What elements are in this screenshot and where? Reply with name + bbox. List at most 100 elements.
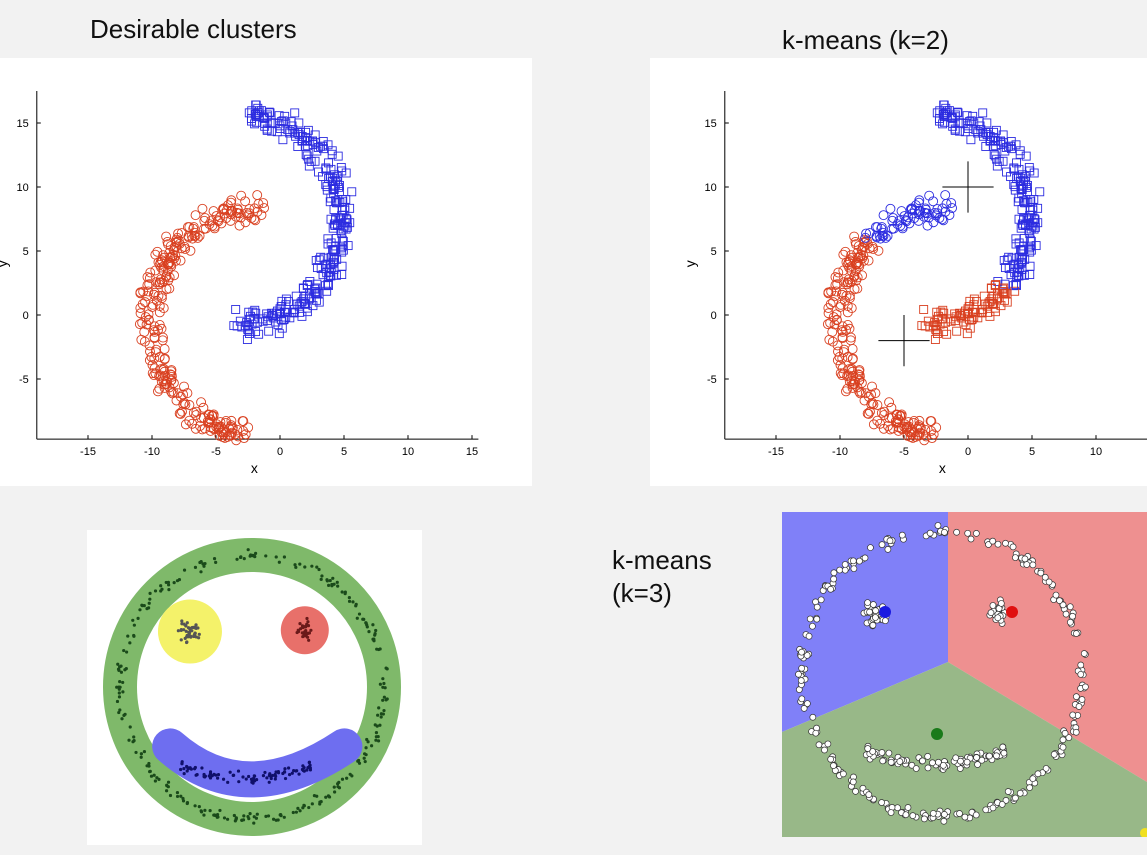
ring-point — [117, 687, 121, 691]
blue-square-marker — [326, 238, 336, 248]
ring-point — [381, 698, 385, 702]
mouth-point — [185, 764, 189, 769]
ring-point — [271, 817, 276, 821]
ring-point — [381, 685, 385, 689]
red-circle-marker — [159, 344, 170, 354]
blue-circle-marker — [907, 208, 918, 219]
red-circle-marker — [823, 308, 834, 319]
ring-point — [377, 647, 381, 652]
blue-square-marker — [1022, 182, 1031, 192]
left-eye-point — [196, 626, 200, 630]
red-circle-marker — [215, 417, 226, 428]
blue-square-marker — [939, 100, 949, 110]
blue-square-marker — [1012, 158, 1021, 168]
data-point — [866, 608, 873, 616]
red-circle-marker — [851, 265, 861, 276]
data-point — [884, 546, 892, 553]
ring-point — [377, 706, 381, 710]
red-square-marker — [933, 314, 943, 324]
ring-point — [294, 565, 298, 569]
blue-square-marker — [1015, 149, 1025, 159]
blue-square-marker — [345, 203, 355, 213]
red-circle-marker — [843, 277, 853, 288]
data-point — [994, 540, 1002, 548]
blue-square-marker — [1019, 233, 1029, 243]
blue-square-marker — [1004, 252, 1014, 262]
ring-point — [127, 738, 131, 742]
data-point — [1021, 555, 1029, 563]
x-tick-label: 10 — [1090, 446, 1102, 458]
red-square-marker — [967, 315, 977, 325]
blue-square-marker — [331, 245, 341, 255]
blue-square-marker — [1033, 203, 1043, 213]
x-axis-label: x — [251, 460, 258, 476]
red-circle-marker — [189, 227, 200, 238]
right-eye-point — [298, 622, 302, 626]
ring-point — [337, 786, 342, 790]
red-circle-marker — [828, 297, 839, 308]
blue-square-marker — [1019, 214, 1029, 224]
red-circle-marker — [199, 215, 210, 226]
mouth-point — [208, 776, 213, 780]
ring-point — [340, 777, 345, 781]
ring-point — [320, 574, 324, 578]
red-circle-marker — [219, 208, 230, 219]
data-point — [957, 757, 964, 765]
red-circle-marker — [220, 418, 231, 428]
blue-square-marker — [278, 135, 288, 145]
blue-square-marker — [244, 307, 254, 317]
data-point — [993, 752, 1000, 760]
blue-square-marker — [322, 268, 332, 278]
data-point — [849, 778, 857, 786]
data-point — [1052, 591, 1060, 599]
red-circle-marker — [867, 397, 878, 408]
red-square-marker — [965, 296, 975, 306]
red-circle-marker — [169, 270, 179, 281]
ring-point — [364, 753, 368, 757]
data-point — [919, 757, 926, 765]
red-circle-marker — [179, 381, 189, 392]
x-tick-label: -15 — [80, 446, 96, 458]
blue-square-marker — [281, 294, 291, 304]
blue-square-marker — [982, 118, 992, 128]
red-circle-marker — [240, 196, 251, 207]
blue-square-marker — [251, 100, 261, 110]
ring-point — [167, 583, 171, 587]
red-square-marker — [985, 311, 995, 321]
blue-square-marker — [341, 195, 351, 204]
blue-square-marker — [254, 329, 264, 339]
red-circle-marker — [176, 228, 187, 239]
mouth-point — [270, 773, 275, 778]
data-point — [912, 765, 920, 772]
blue-square-marker — [941, 103, 951, 113]
data-point — [973, 754, 980, 761]
ring-point — [369, 744, 374, 748]
data-point — [1012, 554, 1019, 561]
ring-point — [330, 584, 334, 588]
ring-point — [246, 548, 250, 552]
x-tick-label: -10 — [832, 446, 848, 458]
blue-square-marker — [279, 314, 289, 324]
blue-circle-marker — [941, 198, 952, 209]
red-circle-marker — [208, 409, 219, 420]
red-circle-marker — [178, 399, 189, 410]
blue-square-marker — [250, 119, 260, 129]
data-point — [841, 566, 849, 574]
blue-square-marker — [242, 335, 252, 344]
blue-square-marker — [966, 135, 976, 145]
red-circle-marker — [835, 360, 846, 371]
ring-point — [340, 590, 344, 594]
blue-square-marker — [231, 305, 241, 314]
mouth-point — [244, 777, 248, 781]
mouth-point — [216, 772, 221, 777]
ring-point — [374, 738, 378, 742]
data-point — [815, 741, 823, 749]
red-circle-marker — [825, 299, 836, 310]
ring-point — [118, 708, 122, 712]
red-square-marker — [999, 288, 1009, 298]
red-circle-marker — [226, 415, 237, 426]
data-point — [924, 764, 932, 772]
red-circle-marker — [232, 204, 243, 215]
ring-point — [148, 591, 152, 595]
data-point — [887, 758, 895, 766]
